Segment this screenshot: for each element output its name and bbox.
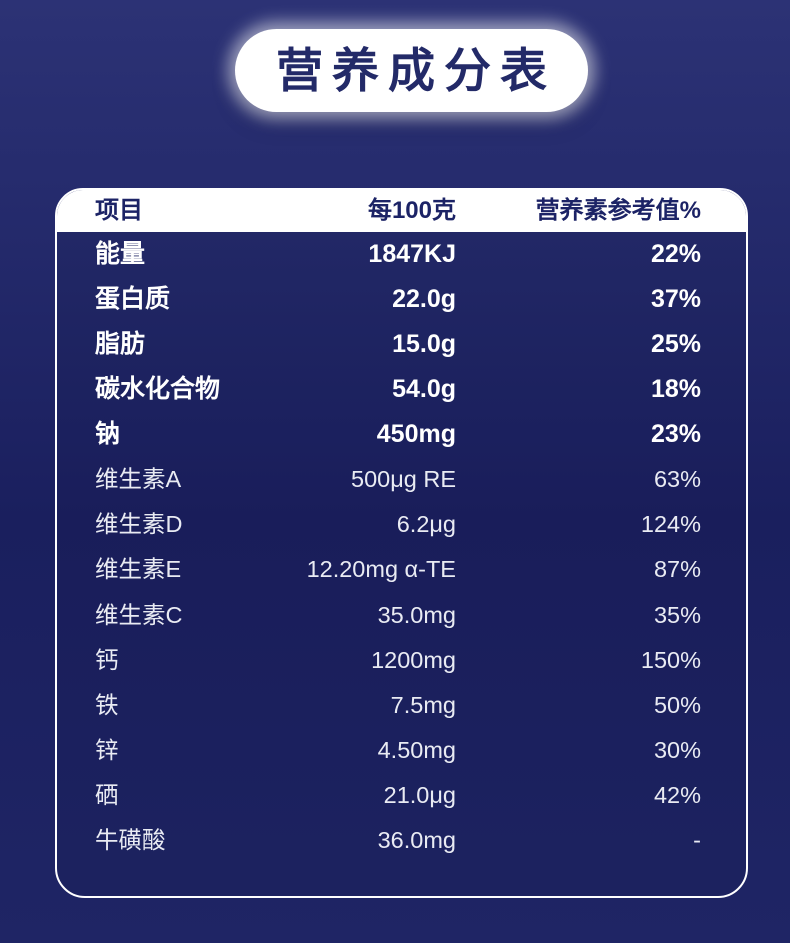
nutrient-nrv: 150% — [640, 646, 701, 673]
nutrient-name: 锌 — [95, 736, 119, 763]
nutrient-name: 铁 — [95, 691, 119, 718]
table-row: 维生素A 500μg RE 63% — [57, 457, 746, 502]
nutrient-nrv: - — [693, 827, 701, 854]
nutrient-nrv: 30% — [653, 736, 701, 763]
nutrient-amount: 54.0g — [392, 375, 456, 404]
nutrient-amount: 4.50mg — [377, 736, 456, 763]
nutrient-amount: 7.5mg — [390, 691, 456, 718]
nutrient-nrv: 35% — [653, 601, 701, 628]
table-row: 铁 7.5mg 50% — [57, 683, 746, 728]
table-row: 蛋白质 22.0g 37% — [57, 277, 746, 322]
table-row: 维生素C 35.0mg 35% — [57, 593, 746, 638]
nutrient-nrv: 37% — [650, 285, 701, 314]
nutrient-nrv: 42% — [653, 781, 701, 808]
table-body: 能量 1847KJ 22% 蛋白质 22.0g 37% 脂肪 15.0g 25%… — [57, 232, 746, 896]
title-pill: 营养成分表 — [235, 29, 588, 112]
col-header-item: 项目 — [95, 197, 143, 224]
nutrient-name: 维生素D — [95, 511, 183, 538]
nutrient-name: 维生素C — [95, 601, 183, 628]
nutrient-name: 维生素A — [95, 466, 182, 493]
nutrient-amount: 35.0mg — [377, 601, 456, 628]
table-row: 维生素D 6.2μg 124% — [57, 503, 746, 548]
nutrient-amount: 22.0g — [392, 285, 456, 314]
nutrient-name: 能量 — [95, 240, 146, 269]
nutrient-amount: 500μg RE — [351, 466, 456, 493]
nutrient-nrv: 50% — [653, 691, 701, 718]
nutrient-amount: 21.0μg — [383, 781, 456, 808]
nutrition-table: 项目 每100克 营养素参考值% 能量 1847KJ 22% 蛋白质 22.0g… — [55, 188, 748, 898]
nutrient-name: 牛磺酸 — [95, 827, 166, 854]
table-row: 锌 4.50mg 30% — [57, 728, 746, 773]
nutrient-nrv: 87% — [653, 556, 701, 583]
nutrient-amount: 15.0g — [392, 330, 456, 359]
nutrient-name: 硒 — [95, 781, 119, 808]
nutrient-name: 钠 — [95, 420, 121, 449]
nutrient-amount: 36.0mg — [377, 827, 456, 854]
table-header: 项目 每100克 营养素参考值% — [57, 190, 746, 232]
table-row: 钙 1200mg 150% — [57, 638, 746, 683]
nutrient-amount: 1847KJ — [368, 240, 456, 269]
table-row: 硒 21.0μg 42% — [57, 773, 746, 818]
nutrient-name: 钙 — [95, 646, 119, 673]
nutrient-name: 维生素E — [95, 556, 182, 583]
col-header-per100g: 每100克 — [367, 197, 456, 224]
table-row: 维生素E 12.20mg α-TE 87% — [57, 548, 746, 593]
nutrient-name: 脂肪 — [95, 330, 146, 359]
table-row: 牛磺酸 36.0mg - — [57, 818, 746, 863]
nutrient-nrv: 124% — [640, 511, 701, 538]
nutrient-nrv: 25% — [650, 330, 701, 359]
table-row: 钠 450mg 23% — [57, 412, 746, 457]
nutrient-amount: 12.20mg α-TE — [306, 556, 456, 583]
nutrient-amount: 450mg — [376, 420, 456, 449]
page-title: 营养成分表 — [276, 44, 556, 97]
table-row: 脂肪 15.0g 25% — [57, 322, 746, 367]
nutrient-amount: 1200mg — [371, 646, 456, 673]
nutrient-nrv: 63% — [653, 466, 701, 493]
nutrient-amount: 6.2μg — [396, 511, 456, 538]
col-header-nrv: 营养素参考值% — [535, 197, 701, 224]
nutrient-name: 蛋白质 — [95, 285, 171, 314]
nutrient-nrv: 22% — [650, 240, 701, 269]
table-row: 碳水化合物 54.0g 18% — [57, 367, 746, 412]
table-row: 能量 1847KJ 22% — [57, 232, 746, 277]
nutrient-nrv: 18% — [650, 375, 701, 404]
nutrient-name: 碳水化合物 — [95, 375, 221, 404]
nutrient-nrv: 23% — [650, 420, 701, 449]
